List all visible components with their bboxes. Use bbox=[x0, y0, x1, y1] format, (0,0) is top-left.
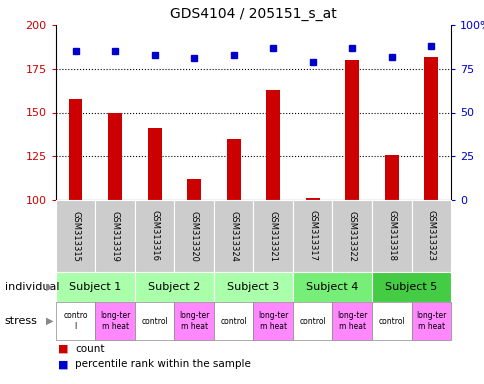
Text: GSM313316: GSM313316 bbox=[150, 210, 159, 262]
Bar bbox=[56, 272, 135, 302]
Text: percentile rank within the sample: percentile rank within the sample bbox=[75, 359, 251, 369]
Bar bbox=[371, 200, 410, 272]
Text: GSM313317: GSM313317 bbox=[307, 210, 317, 262]
Bar bbox=[68, 99, 82, 200]
Text: Subject 5: Subject 5 bbox=[385, 282, 437, 292]
Bar bbox=[292, 302, 332, 340]
Text: individual: individual bbox=[5, 282, 59, 292]
Text: ■: ■ bbox=[58, 344, 69, 354]
Bar bbox=[213, 272, 292, 302]
Text: GSM313324: GSM313324 bbox=[228, 210, 238, 262]
Text: Subject 4: Subject 4 bbox=[306, 282, 358, 292]
Bar bbox=[410, 200, 450, 272]
Title: GDS4104 / 205151_s_at: GDS4104 / 205151_s_at bbox=[170, 7, 336, 21]
Text: count: count bbox=[75, 344, 105, 354]
Bar bbox=[187, 179, 201, 200]
Bar bbox=[135, 302, 174, 340]
Bar bbox=[56, 200, 95, 272]
Bar bbox=[410, 302, 450, 340]
Bar bbox=[345, 60, 359, 200]
Bar bbox=[226, 139, 240, 200]
Bar bbox=[371, 302, 410, 340]
Bar bbox=[174, 200, 213, 272]
Text: long-ter
m heat: long-ter m heat bbox=[336, 311, 367, 331]
Text: GSM313322: GSM313322 bbox=[347, 210, 356, 262]
Text: GSM313315: GSM313315 bbox=[71, 210, 80, 262]
Bar bbox=[56, 302, 95, 340]
Bar bbox=[108, 113, 122, 200]
Text: GSM313320: GSM313320 bbox=[189, 210, 198, 262]
Text: Subject 2: Subject 2 bbox=[148, 282, 200, 292]
Text: GSM313323: GSM313323 bbox=[426, 210, 435, 262]
Bar bbox=[305, 198, 319, 200]
Bar bbox=[147, 128, 161, 200]
Bar bbox=[292, 200, 332, 272]
Bar bbox=[253, 302, 292, 340]
Text: GSM313318: GSM313318 bbox=[386, 210, 395, 262]
Text: long-ter
m heat: long-ter m heat bbox=[257, 311, 288, 331]
Text: control: control bbox=[299, 316, 325, 326]
Bar bbox=[135, 200, 174, 272]
Bar bbox=[292, 272, 371, 302]
Text: stress: stress bbox=[5, 316, 38, 326]
Text: contro
l: contro l bbox=[63, 311, 88, 331]
Bar bbox=[332, 200, 371, 272]
Text: control: control bbox=[141, 316, 167, 326]
Bar bbox=[135, 272, 213, 302]
Text: long-ter
m heat: long-ter m heat bbox=[415, 311, 446, 331]
Text: control: control bbox=[378, 316, 404, 326]
Bar bbox=[95, 302, 135, 340]
Text: long-ter
m heat: long-ter m heat bbox=[100, 311, 130, 331]
Bar bbox=[213, 302, 253, 340]
Bar bbox=[332, 302, 371, 340]
Text: ■: ■ bbox=[58, 359, 69, 369]
Text: Subject 1: Subject 1 bbox=[69, 282, 121, 292]
Bar bbox=[371, 272, 450, 302]
Text: long-ter
m heat: long-ter m heat bbox=[179, 311, 209, 331]
Text: ▶: ▶ bbox=[46, 282, 53, 292]
Bar bbox=[266, 90, 280, 200]
Bar bbox=[95, 200, 135, 272]
Text: ▶: ▶ bbox=[46, 316, 53, 326]
Bar bbox=[384, 154, 398, 200]
Bar bbox=[424, 56, 438, 200]
Bar bbox=[174, 302, 213, 340]
Bar bbox=[213, 200, 253, 272]
Text: GSM313319: GSM313319 bbox=[110, 210, 120, 262]
Text: Subject 3: Subject 3 bbox=[227, 282, 279, 292]
Bar bbox=[253, 200, 292, 272]
Text: control: control bbox=[220, 316, 246, 326]
Text: GSM313321: GSM313321 bbox=[268, 210, 277, 262]
